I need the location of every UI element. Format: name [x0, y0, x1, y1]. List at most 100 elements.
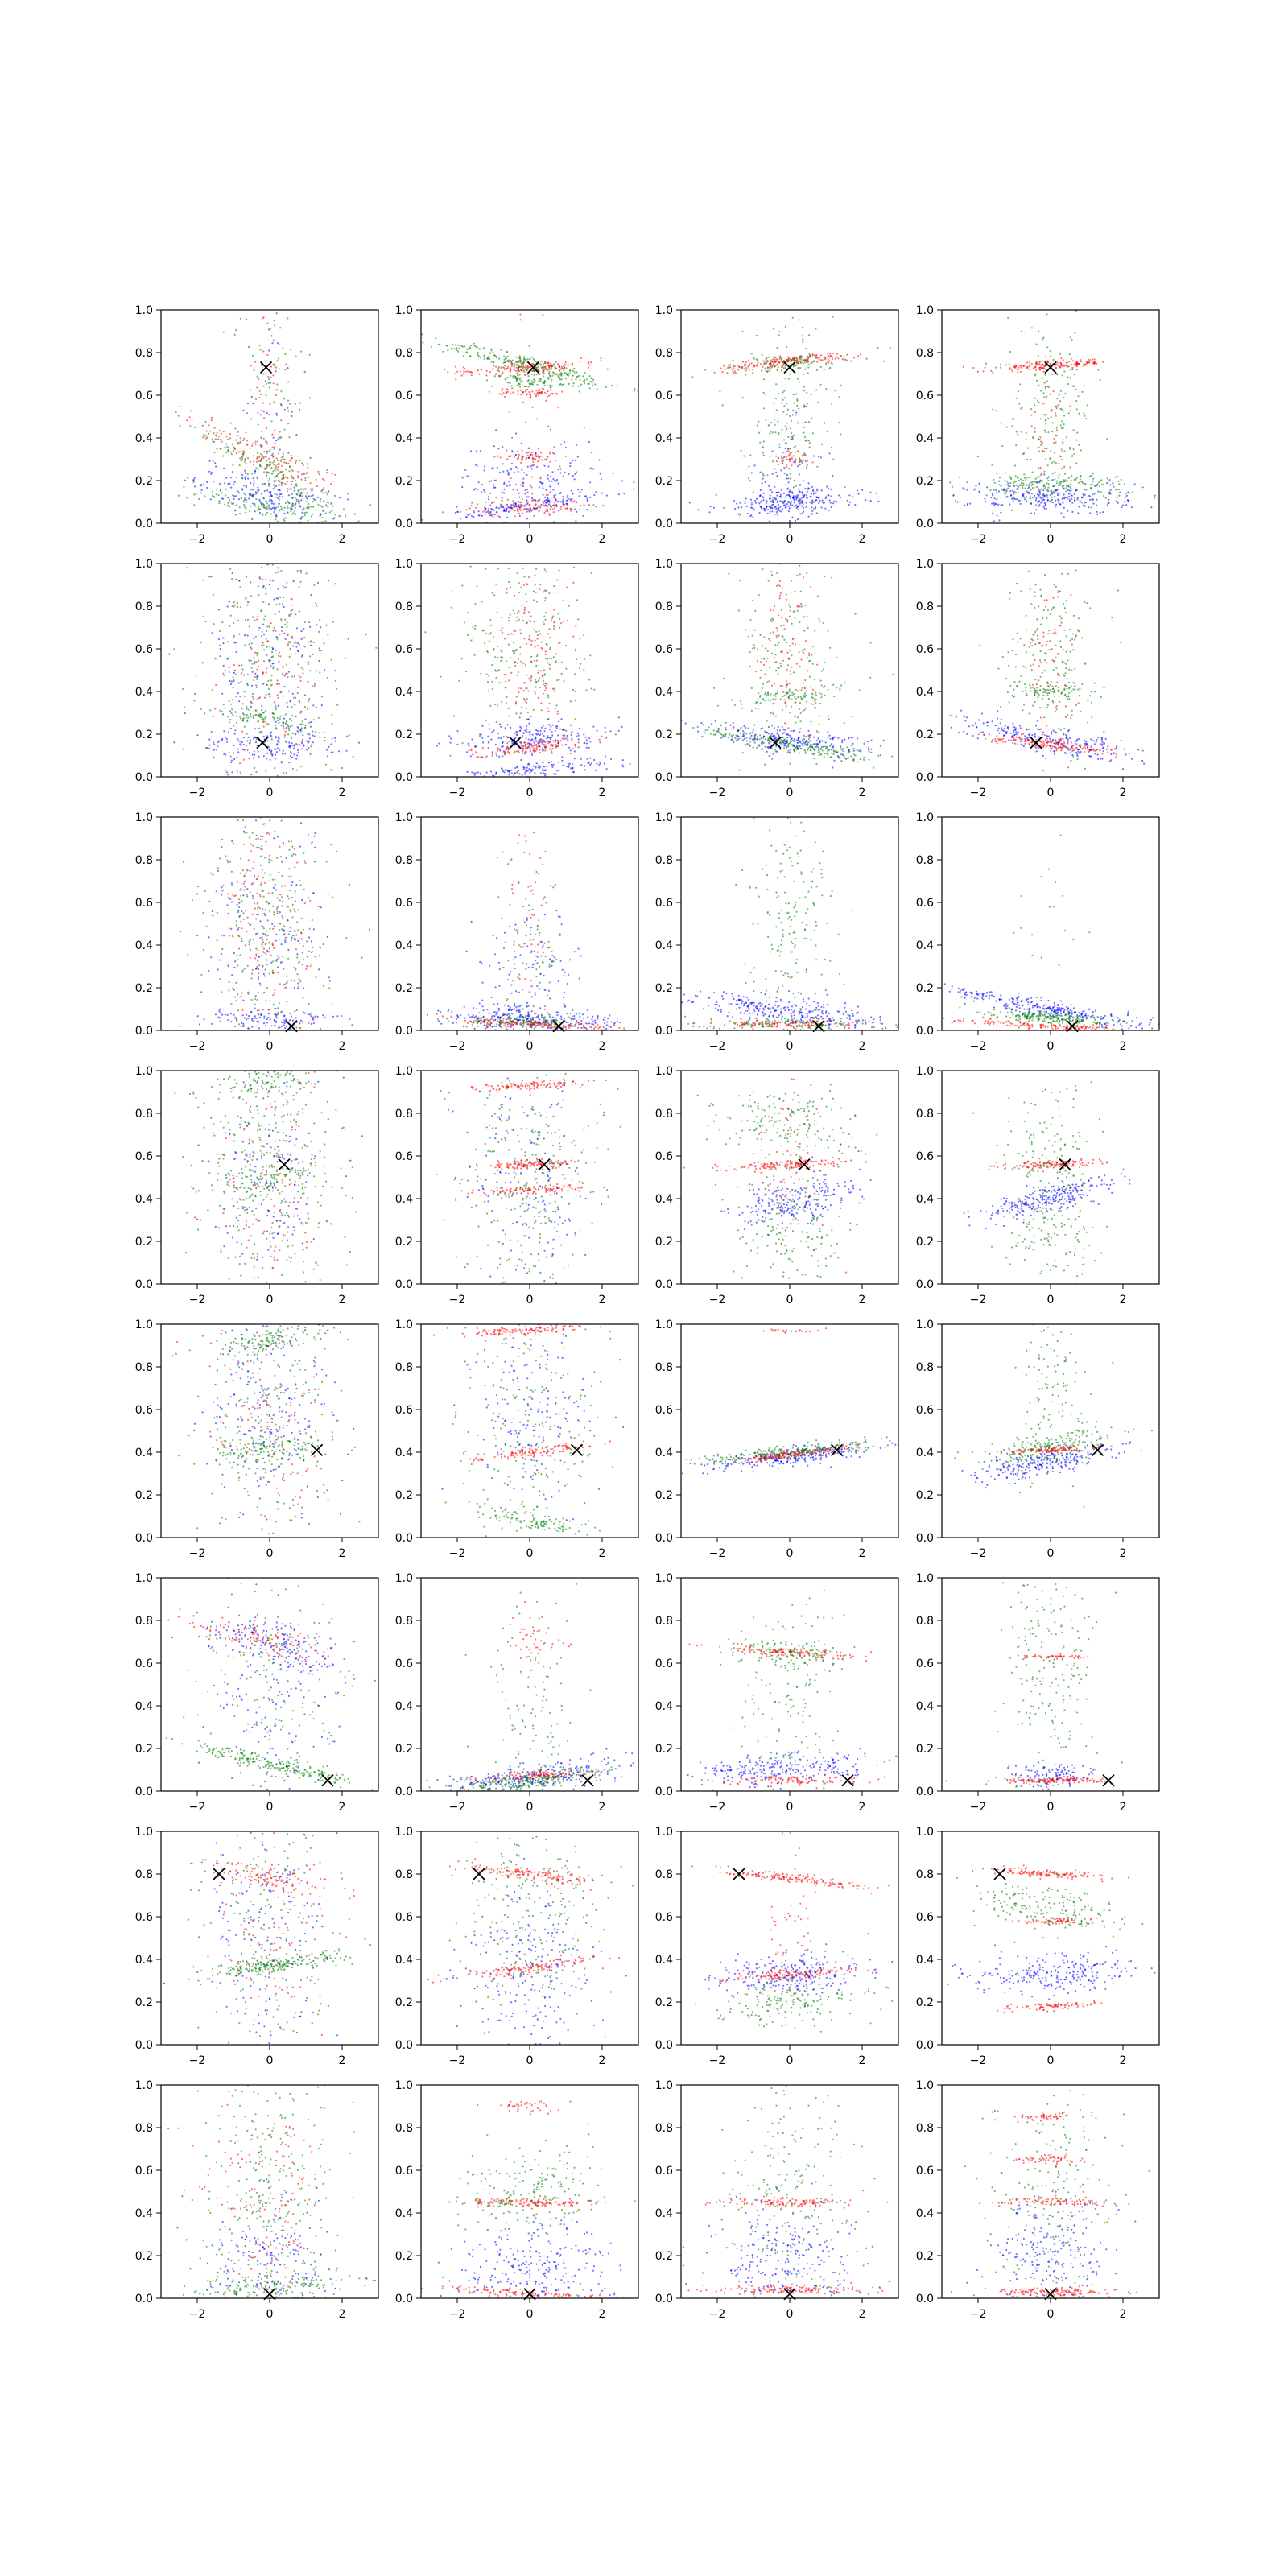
scatter-point — [465, 516, 468, 518]
scatter-point — [528, 509, 530, 512]
scatter-point — [730, 368, 733, 370]
scatter-point — [316, 605, 318, 607]
scatter-point — [209, 498, 212, 501]
scatter-point — [285, 672, 287, 675]
scatter-point — [493, 509, 495, 511]
scatter-point — [525, 421, 527, 423]
scatter-point — [305, 501, 308, 503]
scatter-point — [242, 454, 245, 456]
scatter-point — [775, 511, 778, 514]
scatter-point — [792, 365, 795, 368]
scatter-point — [802, 338, 804, 341]
scatter-point — [799, 484, 802, 486]
scatter-point — [1020, 478, 1022, 481]
scatter-point — [258, 489, 260, 492]
scatter-point — [526, 508, 528, 510]
scatter-point — [182, 748, 184, 750]
scatter-point — [295, 716, 297, 718]
scatter-point — [1092, 473, 1094, 475]
x-marker — [1044, 361, 1057, 374]
scatter-point — [555, 460, 557, 462]
scatter-point — [567, 364, 569, 366]
scatter-point — [524, 366, 526, 369]
scatter-point — [493, 703, 497, 706]
scatter-point — [262, 720, 265, 724]
scatter-point — [775, 409, 778, 411]
scatter-point — [536, 506, 539, 510]
scatter-point — [276, 744, 279, 746]
scatter-point — [518, 610, 520, 613]
scatter-point — [1061, 427, 1063, 430]
scatter-point — [554, 621, 556, 623]
scatter-point — [1073, 452, 1075, 456]
scatter-point — [215, 435, 217, 437]
scatter-point — [554, 365, 556, 368]
scatter-point — [307, 680, 309, 683]
scatter-point — [776, 500, 779, 502]
scatter-point — [324, 669, 326, 671]
scatter-point — [526, 583, 528, 585]
scatter-point — [561, 500, 564, 502]
scatter-point — [799, 361, 803, 365]
scatter-point — [493, 514, 496, 516]
scatter-point — [225, 477, 228, 479]
scatter-point — [789, 357, 791, 361]
scatter-point — [244, 469, 246, 472]
scatter-point — [778, 432, 780, 435]
scatter-point — [571, 378, 573, 381]
scatter-point — [1063, 487, 1065, 489]
scatter-point — [548, 480, 551, 482]
scatter-point — [549, 460, 551, 463]
scatter-point — [476, 346, 478, 349]
scatter-point — [554, 729, 557, 732]
scatter-point — [256, 668, 258, 671]
scatter-point — [811, 417, 813, 419]
scatter-point — [232, 676, 234, 679]
scatter-point — [258, 500, 262, 502]
scatter-point — [745, 364, 747, 366]
scatter-point — [993, 520, 996, 522]
scatter-point — [783, 504, 786, 506]
scatter-point — [240, 450, 242, 453]
series-green-cluster-1 — [424, 565, 596, 776]
scatter-point — [338, 515, 341, 518]
scatter-point — [502, 387, 504, 390]
scatter-point — [783, 405, 786, 407]
scatter-point — [828, 452, 831, 455]
scatter-point — [256, 491, 258, 493]
scatter-point — [250, 581, 252, 584]
series-red-cluster-0 — [175, 411, 371, 506]
scatter-point — [572, 460, 574, 462]
scatter-point — [279, 470, 282, 473]
scatter-point — [1016, 498, 1018, 501]
scatter-point — [526, 393, 529, 395]
scatter-point — [270, 579, 272, 582]
scatter-point — [559, 468, 562, 470]
scatter-point — [472, 626, 474, 629]
scatter-point — [1060, 467, 1063, 470]
y-tick-label: 1.0 — [916, 304, 934, 317]
scatter-point — [284, 623, 287, 625]
scatter-point — [605, 386, 608, 388]
scatter-point — [802, 512, 804, 514]
scatter-point — [1063, 423, 1065, 426]
scatter-point — [225, 436, 228, 438]
scatter-point — [559, 508, 562, 510]
scatter-point — [1041, 451, 1044, 453]
scatter-point — [857, 489, 859, 492]
scatter-point — [519, 632, 522, 634]
scatter-point — [534, 584, 536, 586]
scatter-point — [248, 659, 250, 662]
scatter-point — [1013, 496, 1015, 499]
scatter-point — [266, 443, 268, 445]
scatter-point — [474, 464, 477, 466]
scatter-point — [488, 634, 490, 636]
scatter-point — [277, 473, 279, 476]
scatter-point — [468, 476, 470, 478]
scatter-point — [289, 755, 292, 758]
scatter-point — [257, 665, 260, 668]
scatter-point — [497, 368, 500, 370]
scatter-point — [999, 366, 1001, 369]
scatter-point — [792, 496, 795, 499]
scatter-point — [328, 490, 330, 493]
